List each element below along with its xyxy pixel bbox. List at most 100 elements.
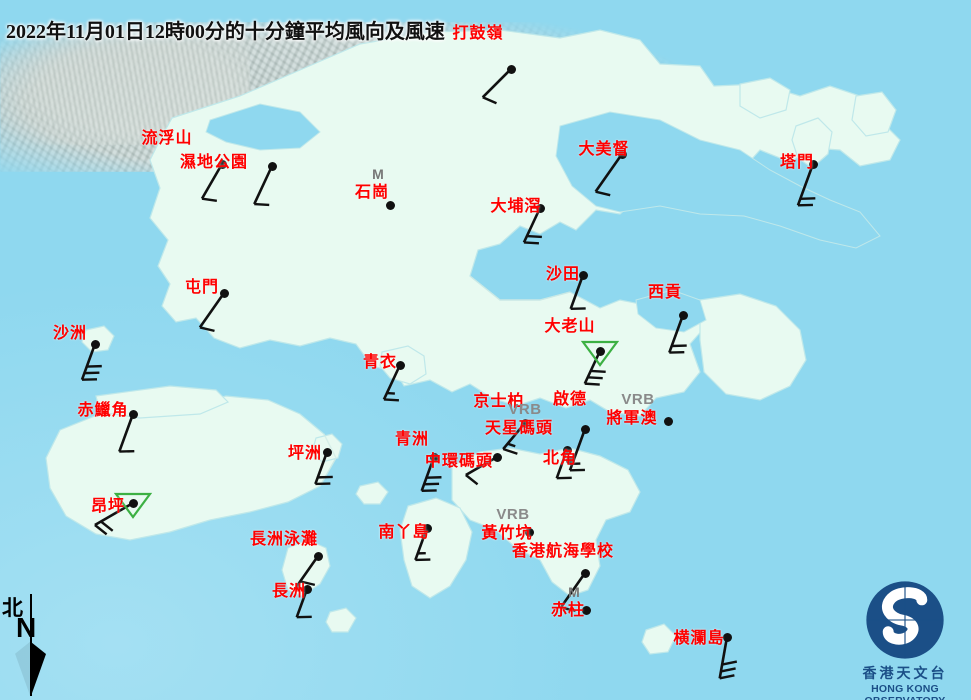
station-marker bbox=[617, 149, 627, 159]
highlight-triangle-icon bbox=[580, 340, 620, 367]
station-marker bbox=[581, 605, 591, 615]
station-marker bbox=[678, 310, 688, 320]
station-label: 坪洲 bbox=[287, 445, 323, 462]
wind-barb-icon bbox=[253, 165, 274, 207]
station-label: 中環碼頭 bbox=[424, 453, 494, 470]
missing-data-label: M bbox=[568, 584, 580, 600]
station-marker bbox=[429, 452, 439, 462]
variable-wind-label: VRB bbox=[621, 391, 655, 408]
station-marker bbox=[506, 64, 516, 74]
station-label: 天星碼頭 bbox=[484, 420, 554, 437]
station-label: 長洲泳灘 bbox=[249, 531, 319, 548]
station-label: 赤柱 bbox=[550, 602, 586, 619]
station-marker bbox=[580, 568, 590, 578]
wind-barb-icon bbox=[200, 163, 224, 203]
station-marker bbox=[395, 360, 405, 370]
wind-barb-icon bbox=[465, 455, 498, 486]
station-marker bbox=[565, 455, 575, 465]
station-label: 將軍澳 bbox=[606, 410, 658, 427]
station-marker bbox=[535, 203, 545, 213]
variable-wind-label: VRB bbox=[496, 506, 530, 523]
station-marker bbox=[580, 424, 590, 434]
station-marker bbox=[520, 418, 530, 428]
station-label: 沙田 bbox=[545, 266, 581, 283]
compass-north-arrow-icon bbox=[15, 594, 46, 697]
station-marker bbox=[422, 523, 432, 533]
station-label: 流浮山 bbox=[141, 130, 193, 147]
station-marker bbox=[578, 270, 588, 280]
station-marker bbox=[219, 288, 229, 298]
hko-logo-name-cn: 香港天文台 bbox=[862, 667, 948, 682]
station-label: 南丫島 bbox=[378, 524, 430, 541]
station-marker bbox=[492, 452, 502, 462]
station-label: 赤鱲角 bbox=[77, 402, 129, 419]
station-marker bbox=[663, 416, 673, 426]
highlight-triangle-icon bbox=[113, 492, 153, 519]
wind-barb-icon bbox=[796, 163, 816, 207]
station-label: 沙洲 bbox=[52, 325, 88, 342]
station-label: 香港航海學校 bbox=[511, 543, 615, 560]
station-marker bbox=[90, 339, 100, 349]
station-label: 青衣 bbox=[362, 354, 398, 371]
wind-barb-icon bbox=[414, 527, 431, 562]
station-label: 横瀾島 bbox=[673, 630, 725, 647]
station-label: 石崗 bbox=[354, 184, 390, 201]
station-marker bbox=[595, 346, 605, 356]
variable-wind-label: VRB bbox=[508, 401, 542, 418]
page-title: 2022年11月01日12時00分的十分鐘平均風向及風速 bbox=[6, 21, 445, 44]
wind-barb-icon bbox=[118, 413, 135, 453]
station-marker bbox=[562, 445, 572, 455]
compass-north-cn: 北 bbox=[2, 596, 23, 620]
station-label: 黃竹坑 bbox=[481, 525, 533, 542]
station-marker bbox=[217, 159, 227, 169]
station-label: 打鼓嶺 bbox=[452, 25, 504, 42]
wind-barb-icon bbox=[198, 292, 226, 333]
station-marker bbox=[128, 498, 138, 508]
wind-barb-icon bbox=[569, 274, 586, 311]
wind-barb-icon bbox=[555, 449, 572, 480]
wind-barb-icon bbox=[718, 636, 738, 680]
wind-barb-icon bbox=[502, 422, 526, 455]
wind-barb-icon bbox=[295, 588, 312, 619]
station-marker bbox=[808, 159, 818, 169]
station-label: 京士柏 bbox=[473, 393, 525, 410]
wind-barb-icon bbox=[522, 207, 542, 245]
compass-north-en: N bbox=[16, 612, 37, 643]
station-marker bbox=[385, 200, 395, 210]
compass-rose: 北 N bbox=[2, 592, 62, 698]
station-label: 塔門 bbox=[779, 154, 815, 171]
hko-logo-name-en: HONG KONG OBSERVATORY bbox=[865, 683, 946, 700]
hko-logo-icon bbox=[866, 581, 944, 659]
hko-logo: 香港天文台 HONG KONG OBSERVATORY bbox=[843, 578, 967, 700]
station-label: 大埔滘 bbox=[490, 198, 542, 215]
wind-barb-icon bbox=[481, 68, 512, 105]
wind-barb-icon bbox=[420, 456, 442, 493]
station-marker bbox=[128, 409, 138, 419]
station-marker bbox=[267, 161, 277, 171]
station-marker bbox=[322, 447, 332, 457]
wind-barb-icon bbox=[382, 364, 402, 402]
missing-data-label: M bbox=[372, 166, 384, 182]
station-marker bbox=[722, 632, 732, 642]
station-label: 啟德 bbox=[552, 391, 588, 408]
station-marker bbox=[302, 584, 312, 594]
station-label: 青洲 bbox=[394, 431, 430, 448]
station-marker bbox=[524, 527, 534, 537]
station-label: 大美督 bbox=[578, 141, 630, 158]
station-label: 濕地公園 bbox=[179, 154, 249, 171]
wind-barb-icon bbox=[559, 572, 587, 613]
station-label: 西貢 bbox=[647, 284, 683, 301]
station-label: 大老山 bbox=[544, 318, 596, 335]
station-label: 長洲 bbox=[271, 583, 307, 600]
station-label: 北角 bbox=[542, 450, 578, 467]
wind-barb-icon bbox=[314, 451, 333, 486]
wind-barb-icon bbox=[583, 350, 606, 386]
station-label: 昂坪 bbox=[90, 498, 126, 515]
wind-barb-icon bbox=[594, 153, 624, 197]
wind-barb-icon bbox=[668, 314, 687, 354]
wind-barb-icon bbox=[80, 343, 102, 381]
station-label: 屯門 bbox=[184, 279, 220, 296]
station-marker bbox=[313, 551, 323, 561]
